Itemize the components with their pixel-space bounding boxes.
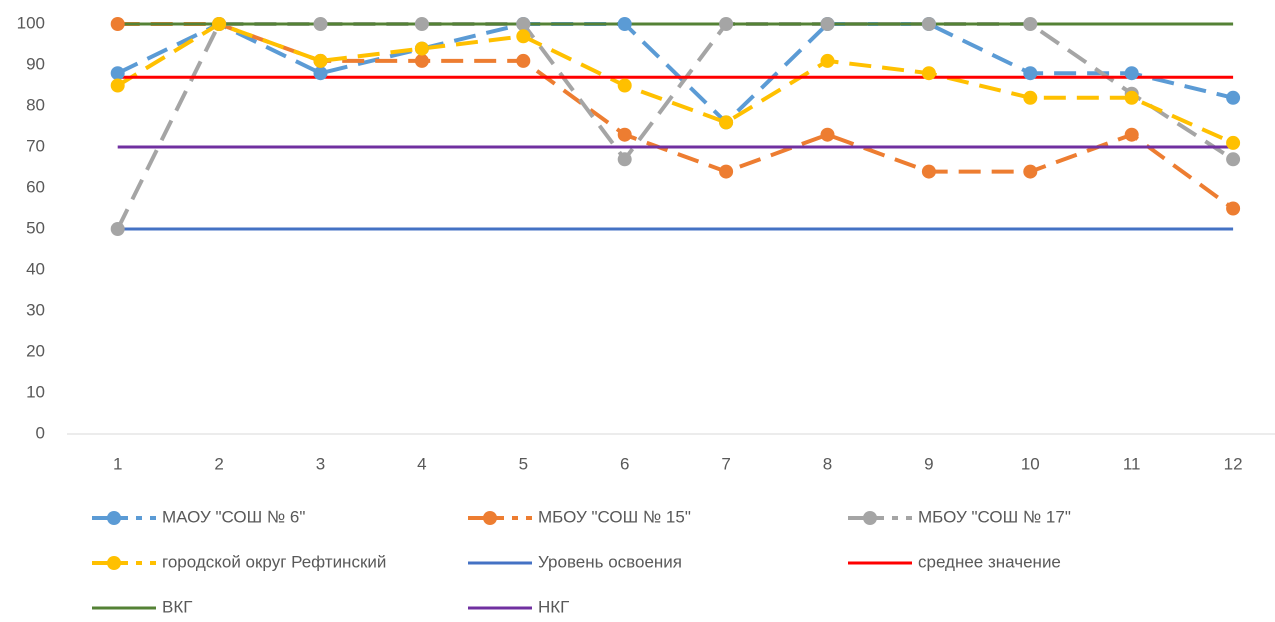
marker (414, 41, 429, 56)
marker (212, 17, 227, 31)
y-tick-label: 80 (26, 95, 45, 114)
x-tick-label: 6 (620, 454, 629, 473)
x-tick-label: 8 (823, 454, 832, 473)
marker (1124, 90, 1139, 105)
series-line (117, 22, 1235, 211)
marker (516, 53, 531, 68)
y-tick-label: 20 (26, 341, 45, 360)
marker (617, 127, 632, 142)
series-line (116, 21, 1234, 126)
marker (719, 115, 734, 130)
marker (1023, 17, 1038, 31)
marker (110, 17, 125, 31)
legend-label: НКГ (538, 597, 569, 616)
legend-label: городской округ Рефтинский (162, 552, 386, 571)
marker (1023, 90, 1038, 105)
y-tick-label: 40 (26, 259, 45, 278)
y-tick-label: 90 (26, 54, 45, 73)
y-tick-label: 10 (26, 382, 45, 401)
x-tick-label: 5 (519, 454, 528, 473)
marker (820, 17, 835, 31)
marker (820, 53, 835, 68)
legend-label: ВКГ (162, 597, 192, 616)
legend-marker (483, 511, 497, 525)
legend-label: МБОУ "СОШ № 15" (538, 507, 691, 526)
marker (719, 164, 734, 179)
marker (110, 66, 125, 81)
marker (414, 53, 429, 68)
y-tick-label: 30 (26, 300, 45, 319)
legend-marker (107, 556, 121, 570)
marker (921, 164, 936, 179)
y-tick-label: 0 (36, 423, 45, 442)
marker (110, 222, 125, 236)
x-tick-label: 9 (924, 454, 933, 473)
marker (414, 17, 429, 31)
marker (1226, 201, 1241, 216)
marker (313, 17, 328, 31)
x-tick-label: 1 (113, 454, 122, 473)
x-tick-label: 11 (1123, 454, 1141, 473)
marker (1226, 90, 1241, 105)
marker (617, 17, 632, 31)
marker (617, 78, 632, 93)
x-tick-label: 2 (214, 454, 223, 473)
y-tick-label: 60 (26, 177, 45, 196)
marker (1226, 135, 1241, 150)
marker (516, 17, 531, 31)
y-tick-label: 100 (17, 13, 45, 32)
marker (516, 29, 531, 44)
marker (921, 17, 936, 31)
y-tick-label: 50 (26, 218, 45, 237)
legend-marker (107, 511, 121, 525)
marker (110, 78, 125, 93)
marker (313, 53, 328, 68)
x-tick-label: 3 (316, 454, 325, 473)
marker (1023, 164, 1038, 179)
legend-label: среднее значение (918, 552, 1061, 571)
marker (617, 152, 632, 167)
marker (1023, 66, 1038, 81)
legend-label: МБОУ "СОШ № 17" (918, 507, 1071, 526)
y-tick-label: 70 (26, 136, 45, 155)
series-line (116, 21, 1234, 145)
marker (1124, 127, 1139, 142)
x-tick-label: 7 (721, 454, 730, 473)
marker (820, 127, 835, 142)
legend-label: МАОУ "СОШ № 6" (162, 507, 305, 526)
legend-marker (863, 511, 877, 525)
x-tick-label: 10 (1021, 454, 1040, 473)
marker (921, 66, 936, 81)
marker (719, 17, 734, 31)
marker (1226, 152, 1241, 167)
x-tick-label: 12 (1224, 454, 1243, 473)
x-tick-label: 4 (417, 454, 426, 473)
marker (313, 66, 328, 81)
legend-label: Уровень освоения (538, 552, 682, 571)
marker (1124, 66, 1139, 81)
